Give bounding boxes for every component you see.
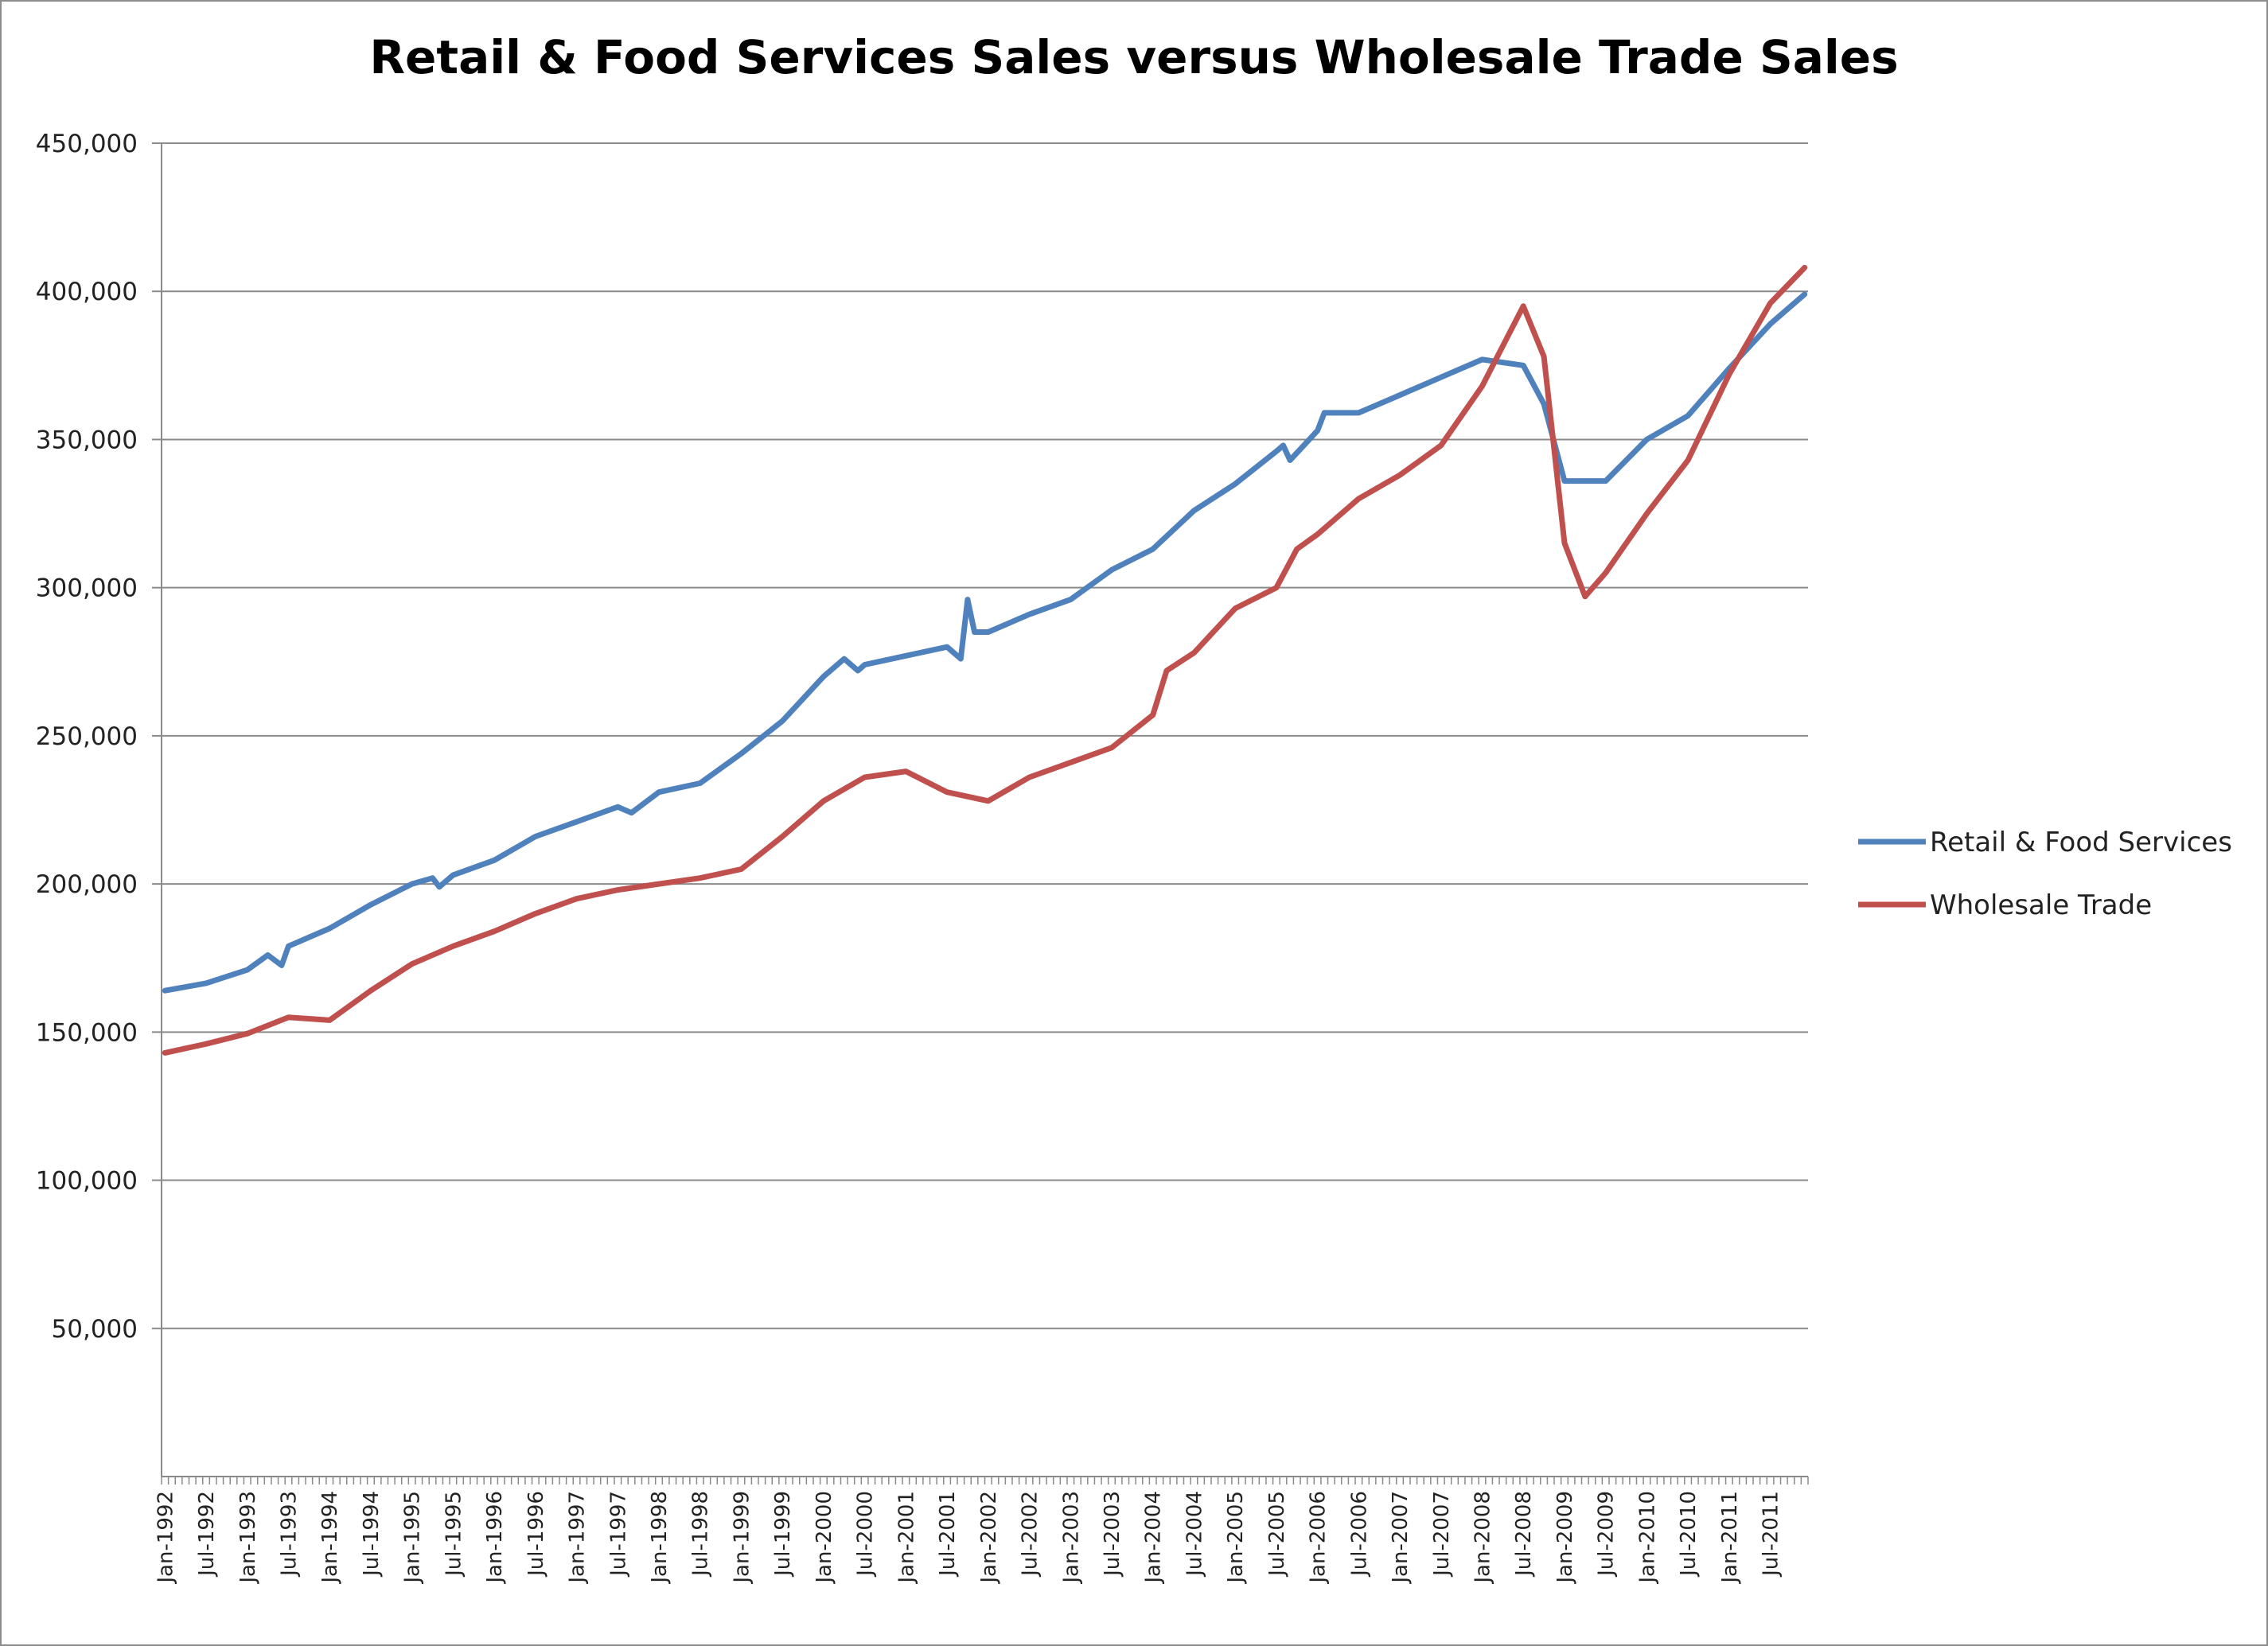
legend-label: Wholesale Trade [1930, 889, 2152, 921]
x-tick-label: Jan-2004 [1142, 1491, 1166, 1585]
x-tick-label: Jan-1999 [730, 1491, 754, 1585]
y-tick-label: 250,000 [36, 722, 138, 751]
x-tick-label: Jul-2001 [936, 1491, 960, 1578]
axes: 50,000 100,000 150,000 200,000 250,000 300,00… [36, 130, 1809, 1585]
x-tick-label: Jan-2007 [1389, 1491, 1413, 1585]
x-tick-label: Jan-1997 [566, 1491, 590, 1585]
y-tick-label: 150,000 [36, 1018, 138, 1047]
x-tick-label: Jan-1998 [648, 1491, 672, 1585]
x-tick-label: Jan-2008 [1471, 1491, 1495, 1585]
series-line [162, 264, 1808, 1056]
y-tick-label: 300,000 [36, 574, 138, 603]
x-tick-label: Jan-1992 [154, 1491, 177, 1585]
x-tick-label: Jul-2004 [1183, 1491, 1206, 1578]
x-tick-label: Jul-2007 [1430, 1491, 1454, 1578]
x-tick-label: Jul-2006 [1347, 1491, 1371, 1578]
x-tick-label: Jul-1997 [606, 1491, 630, 1578]
x-tick-label: Jan-2002 [977, 1491, 1001, 1585]
x-tick-label: Jan-2001 [894, 1491, 918, 1585]
y-tick-label: 400,000 [36, 278, 138, 306]
x-tick-label: Jan-2005 [1224, 1491, 1248, 1585]
x-tick-label: Jan-1995 [401, 1491, 425, 1585]
y-tick-label: 50,000 [52, 1315, 138, 1344]
x-tick-label: Jul-2002 [1019, 1491, 1042, 1578]
x-tick-label: Jan-2011 [1718, 1491, 1742, 1585]
x-tick-label: Jul-1993 [277, 1491, 301, 1578]
chart-title: Retail & Food Services Sales versus Whol… [369, 30, 1899, 84]
x-tick-label: Jan-2000 [813, 1491, 836, 1585]
x-tick-label: Jul-2005 [1265, 1491, 1289, 1578]
x-tick-label: Jul-1995 [442, 1491, 466, 1578]
x-tick-label: Jul-2009 [1595, 1491, 1619, 1578]
legend-label: Retail & Food Services [1930, 827, 2232, 858]
x-tick-label: Jan-2010 [1635, 1491, 1659, 1585]
x-tick-label: Jan-1993 [236, 1491, 260, 1585]
y-tick-label: 350,000 [36, 426, 138, 454]
x-tick-label: Jul-1998 [689, 1491, 713, 1578]
y-tick-label: 200,000 [36, 870, 138, 899]
x-tick-label: Jul-2000 [854, 1491, 878, 1578]
gridlines [162, 142, 1808, 1329]
x-tick-label: Jan-2003 [1059, 1491, 1083, 1585]
series-line [162, 291, 1808, 994]
x-tick-label: Jan-2009 [1553, 1491, 1577, 1585]
x-tick-label: Jul-2003 [1101, 1491, 1124, 1578]
x-tick-label: Jul-1996 [524, 1491, 548, 1578]
x-tick-label: Jul-2010 [1677, 1491, 1701, 1578]
x-tick-label: Jul-1992 [195, 1491, 219, 1578]
y-tick-label: 100,000 [36, 1167, 138, 1196]
x-tick-label: Jan-1994 [318, 1491, 342, 1585]
x-tick-label: Jul-1994 [360, 1491, 384, 1578]
legend: Retail & Food Services Wholesale Trade [1858, 827, 2232, 921]
x-tick-label: Jul-2008 [1512, 1491, 1536, 1578]
x-tick-label: Jul-1999 [771, 1491, 795, 1578]
x-tick-label: Jan-2006 [1307, 1491, 1331, 1585]
series-lines [162, 264, 1808, 1056]
x-tick-label: Jan-1996 [483, 1491, 507, 1585]
x-tick-label: Jul-2011 [1759, 1491, 1783, 1578]
y-tick-label: 450,000 [36, 130, 138, 158]
